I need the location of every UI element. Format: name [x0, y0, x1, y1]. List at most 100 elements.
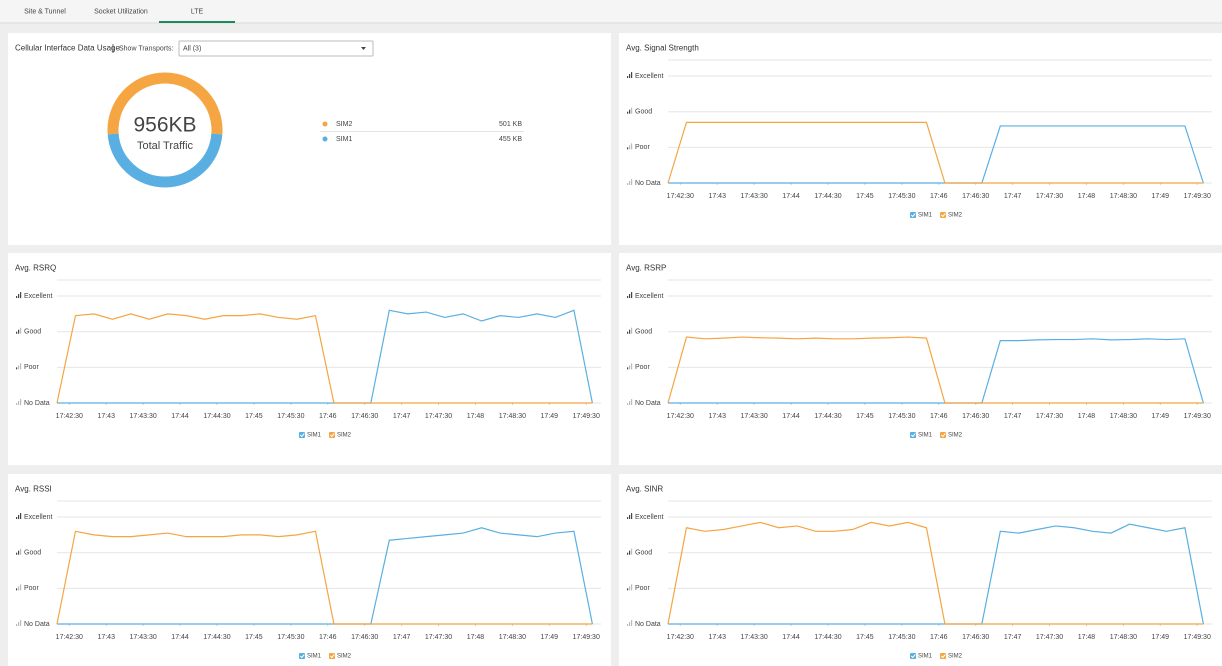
signal-icon-bar: [629, 109, 631, 114]
legend-dot: [322, 121, 328, 127]
y-tick-label: Good: [24, 329, 41, 336]
legend-checkbox[interactable]: [940, 432, 946, 438]
donut-center-label: Total Traffic: [137, 140, 194, 152]
signal-icon-bar: [629, 74, 631, 79]
x-tick-label: 17:43:30: [741, 193, 768, 200]
signal-icon-bar: [18, 294, 20, 299]
y-tick-label: No Data: [24, 621, 50, 628]
x-tick-label: 17:43: [708, 413, 726, 420]
legend-checkbox[interactable]: [910, 212, 916, 218]
tab[interactable]: Socket Utilization: [94, 8, 148, 15]
legend-checkbox[interactable]: [940, 653, 946, 659]
legend-check: [940, 654, 946, 659]
x-tick-label: 17:48:30: [499, 634, 526, 641]
x-tick-label: 17:48:30: [1110, 634, 1137, 641]
donut-segment: [107, 72, 223, 135]
x-tick-label: 17:44:30: [814, 634, 841, 641]
signal-icon-bar: [20, 584, 22, 591]
x-tick-label: 17:43: [708, 193, 726, 200]
y-tick-label: Poor: [24, 364, 39, 371]
legend-checkbox[interactable]: [299, 653, 305, 659]
signal-icon-bar: [18, 365, 20, 370]
tab[interactable]: Site & Tunnel: [24, 8, 66, 15]
signal-icon-bar: [16, 624, 18, 626]
x-tick-label: 17:48:30: [1110, 413, 1137, 420]
series-line: [56, 313, 593, 404]
x-tick-label: 17:45:30: [277, 413, 304, 420]
signal-icon-bar: [18, 401, 20, 405]
signal-icon-bar: [629, 294, 631, 299]
x-tick-label: 17:48:30: [499, 413, 526, 420]
y-tick-label: No Data: [24, 400, 50, 407]
legend-checkbox[interactable]: [910, 432, 916, 438]
series-line: [57, 527, 593, 625]
x-tick-label: 17:49:30: [1184, 413, 1211, 420]
legend-name[interactable]: SIM2: [337, 433, 352, 439]
x-tick-label: 17:43:30: [741, 634, 768, 641]
signal-icon-bar: [631, 513, 633, 520]
signal-icon-bar: [627, 147, 629, 150]
signal-icon-bar: [627, 183, 629, 185]
transport-select[interactable]: [178, 40, 374, 57]
signal-icon-bar: [627, 552, 629, 555]
legend-checkbox[interactable]: [329, 653, 335, 659]
signal-icon-bar: [631, 363, 633, 370]
x-tick-label: 17:48: [1078, 634, 1096, 641]
legend-name[interactable]: SIM2: [337, 654, 352, 660]
x-tick-label: 17:45:30: [277, 634, 304, 641]
y-tick-label: Excellent: [635, 73, 663, 80]
signal-icon-bar: [16, 296, 18, 299]
x-tick-label: 17:49: [541, 413, 559, 420]
legend-name[interactable]: SIM1: [918, 213, 933, 219]
legend-name[interactable]: SIM2: [948, 654, 963, 660]
legend-dot: [322, 136, 328, 142]
y-tick-label: Excellent: [635, 514, 663, 521]
legend-name[interactable]: SIM2: [948, 433, 963, 439]
signal-icon-bar: [631, 143, 633, 150]
donut-segment: [107, 133, 223, 188]
signal-icon-bar: [18, 515, 20, 520]
x-tick-label: 17:47: [393, 634, 411, 641]
signal-icon-bar: [627, 111, 629, 114]
legend-checkbox[interactable]: [329, 432, 335, 438]
legend-checkbox[interactable]: [940, 212, 946, 218]
x-tick-label: 17:48: [1078, 413, 1096, 420]
signal-icon-bar: [629, 550, 631, 555]
transport-select-value[interactable]: All (3): [183, 45, 201, 52]
x-tick-label: 17:49: [1152, 193, 1170, 200]
y-tick-label: Good: [635, 329, 652, 336]
x-tick-label: 17:46:30: [351, 634, 378, 641]
signal-icon-bar: [629, 329, 631, 334]
legend-checkbox[interactable]: [299, 432, 305, 438]
panel: [619, 253, 1222, 465]
x-tick-label: 17:44: [171, 413, 189, 420]
y-tick-label: No Data: [635, 621, 661, 628]
signal-icon-bar: [629, 181, 631, 185]
legend-name[interactable]: SIM1: [307, 433, 322, 439]
signal-icon-bar: [18, 550, 20, 555]
x-tick-label: 17:42:30: [667, 193, 694, 200]
legend-checkbox[interactable]: [910, 653, 916, 659]
panel-title: Avg. RSRP: [626, 264, 666, 273]
legend-name[interactable]: SIM1: [918, 654, 933, 660]
signal-icon-bar: [631, 399, 633, 405]
x-tick-label: 17:48:30: [1110, 193, 1137, 200]
donut-center-value: 956KB: [133, 114, 196, 137]
x-tick-label: 17:42:30: [667, 634, 694, 641]
legend-name[interactable]: SIM2: [948, 213, 963, 219]
signal-icon-bar: [631, 107, 633, 114]
signal-icon-bar: [20, 513, 22, 520]
x-tick-label: 17:43:30: [741, 413, 768, 420]
tab[interactable]: LTE: [191, 8, 204, 15]
legend-check: [329, 433, 335, 438]
legend-name[interactable]: SIM1: [307, 654, 322, 660]
y-tick-label: Poor: [635, 364, 650, 371]
signal-icon-bar: [629, 515, 631, 520]
signal-icon-bar: [627, 403, 629, 405]
x-tick-label: 17:43: [97, 634, 115, 641]
legend-name[interactable]: SIM1: [918, 433, 933, 439]
x-tick-label: 17:44: [171, 634, 189, 641]
series-line: [56, 530, 593, 625]
